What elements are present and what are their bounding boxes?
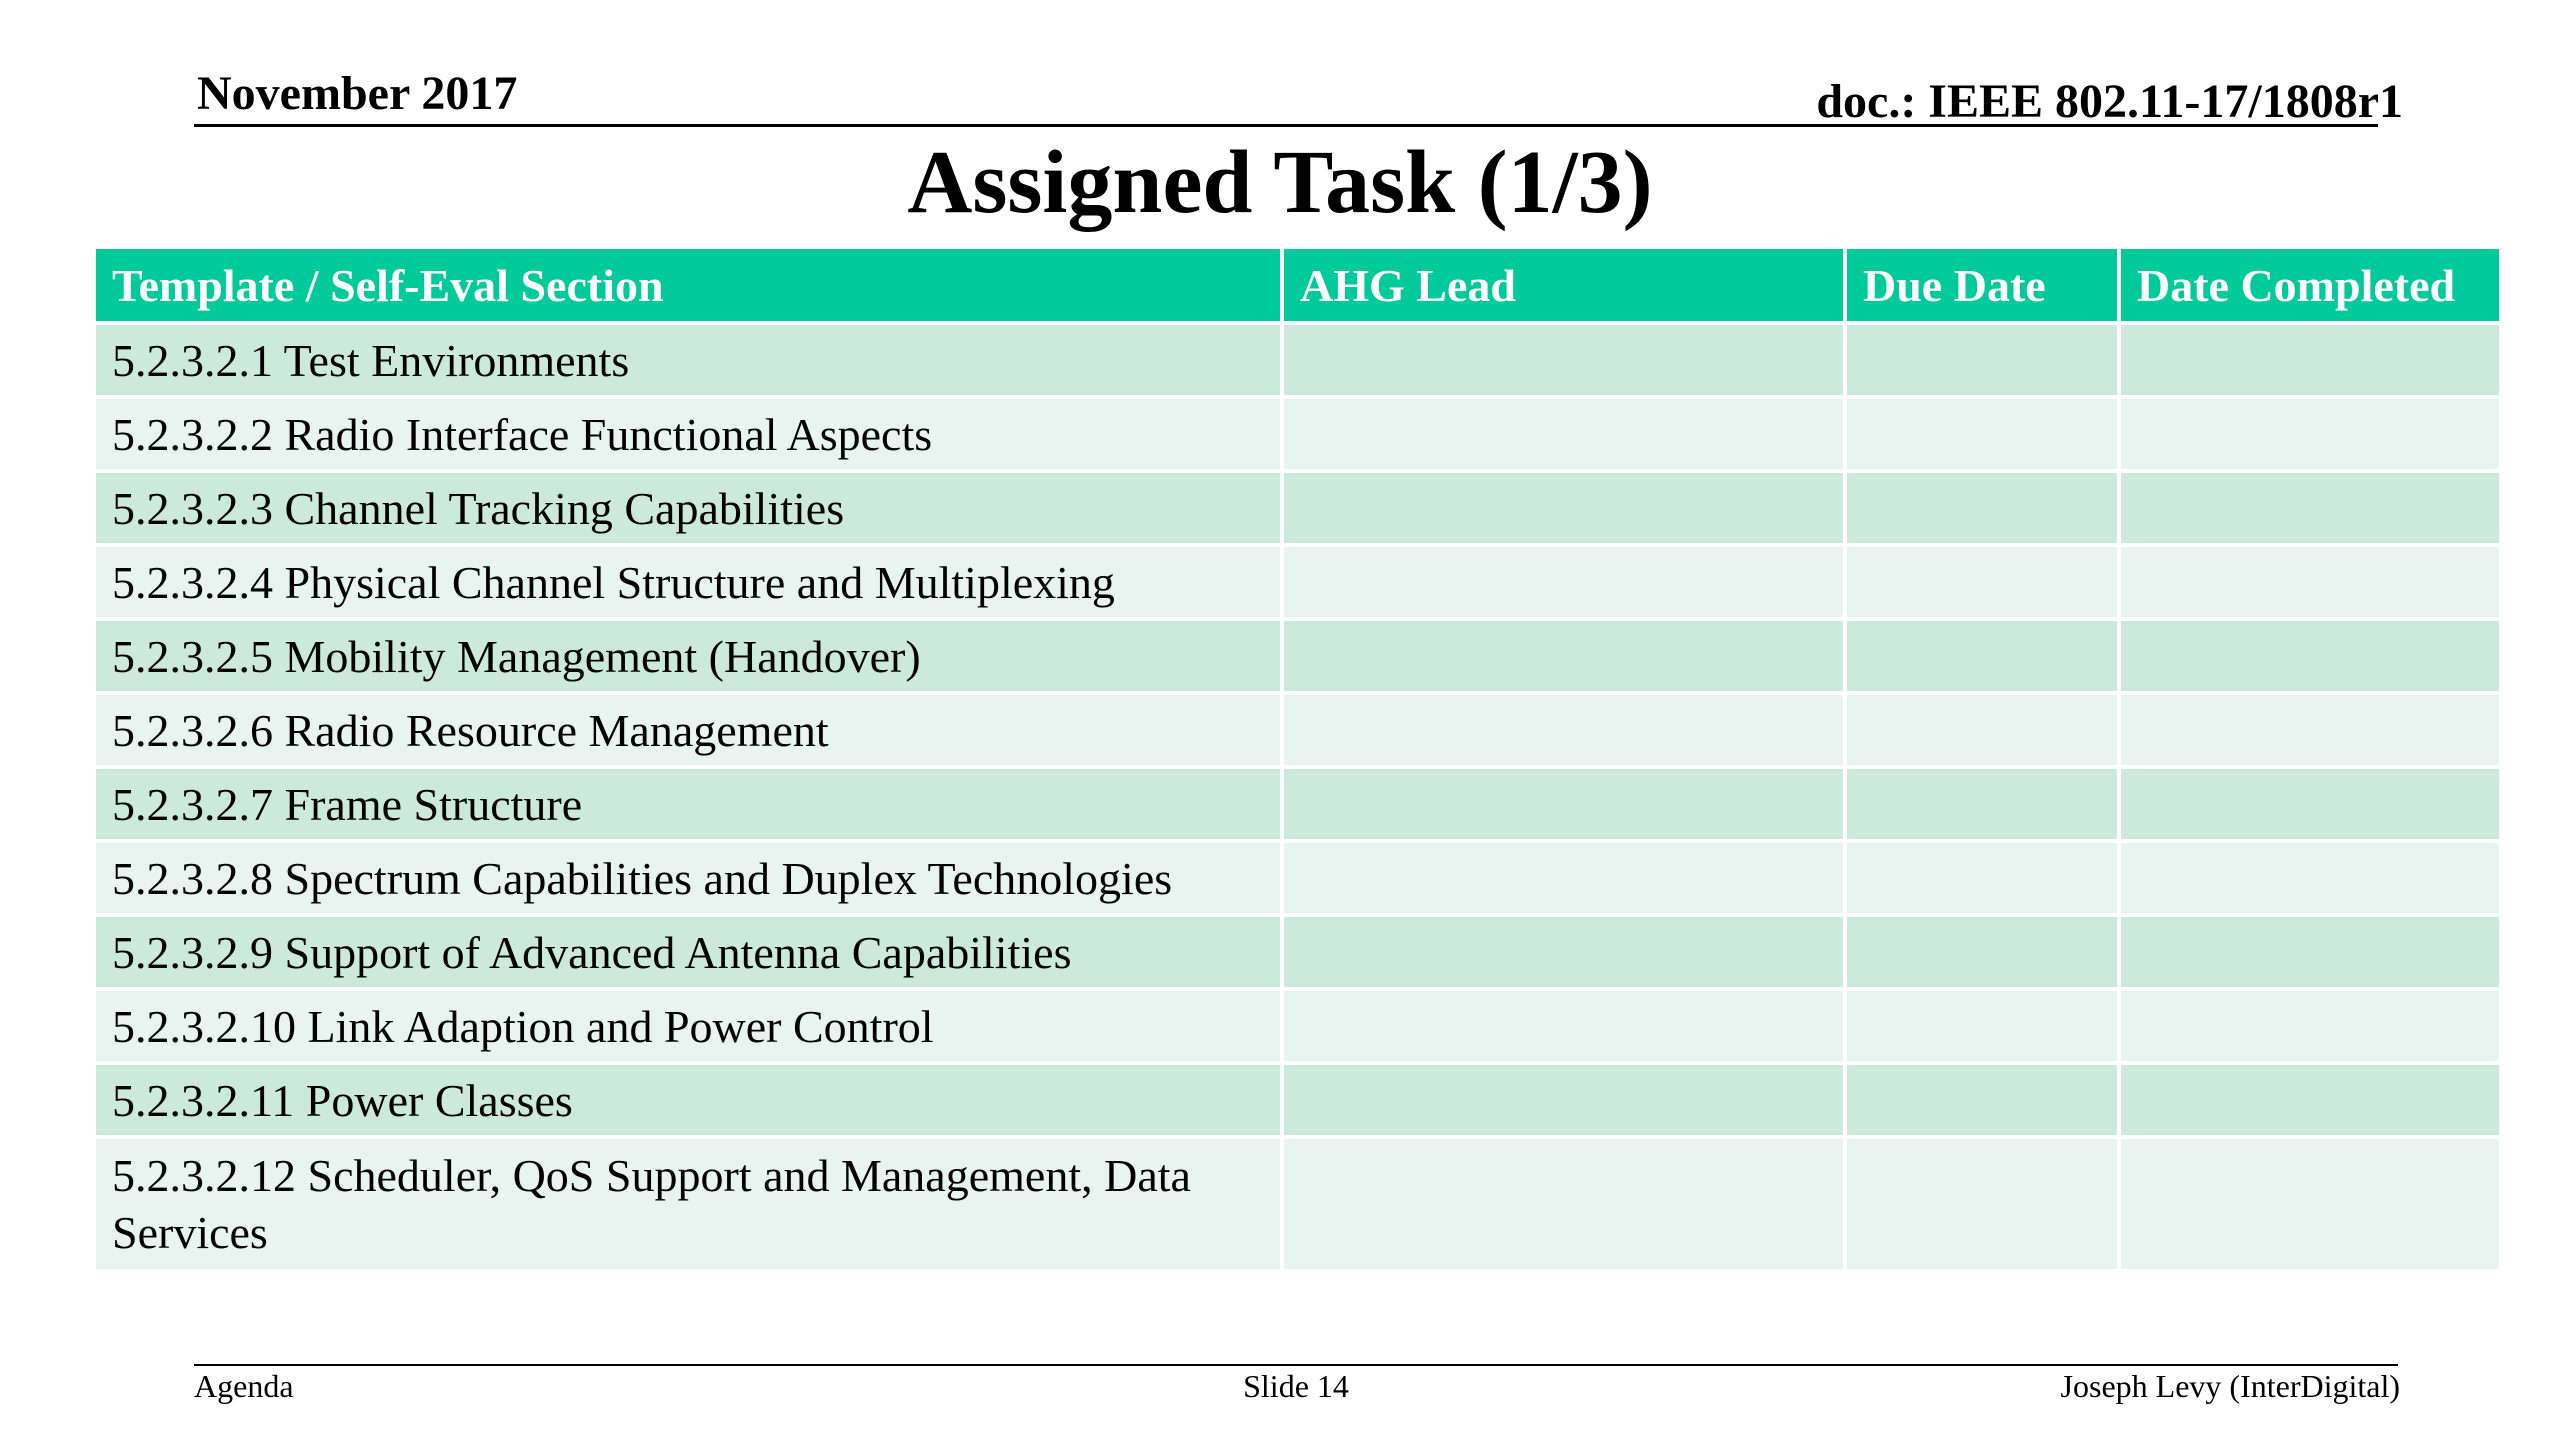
- table-row: 5.2.3.2.6 Radio Resource Management: [92, 691, 2503, 769]
- date-completed-cell: [2117, 321, 2503, 399]
- date-completed-cell: [2117, 617, 2503, 695]
- due-date-cell: [1843, 691, 2121, 769]
- table-row: 5.2.3.2.2 Radio Interface Functional Asp…: [92, 395, 2503, 473]
- section-cell: 5.2.3.2.4 Physical Channel Structure and…: [92, 543, 1284, 621]
- due-date-cell: [1843, 987, 2121, 1065]
- table-header-row: Template / Self-Eval Section AHG Lead Du…: [92, 245, 2503, 325]
- date-completed-cell: [2117, 395, 2503, 473]
- column-header-section: Template / Self-Eval Section: [92, 245, 1284, 325]
- footer-section-name: Agenda: [194, 1368, 294, 1404]
- due-date-cell: [1843, 839, 2121, 917]
- ahg-lead-cell: [1280, 469, 1847, 547]
- column-header-date-completed: Date Completed: [2117, 245, 2503, 325]
- section-cell: 5.2.3.2.11 Power Classes: [92, 1061, 1284, 1139]
- ahg-lead-cell: [1280, 691, 1847, 769]
- ahg-lead-cell: [1280, 543, 1847, 621]
- ahg-lead-cell: [1280, 395, 1847, 473]
- footer-divider: [194, 1364, 2398, 1366]
- table-row: 5.2.3.2.1 Test Environments: [92, 321, 2503, 399]
- date-completed-cell: [2117, 691, 2503, 769]
- date-completed-cell: [2117, 913, 2503, 991]
- column-header-due-date: Due Date: [1843, 245, 2121, 325]
- date-completed-cell: [2117, 1061, 2503, 1139]
- footer-slide-number: Slide 14: [1243, 1368, 1349, 1404]
- date-completed-cell: [2117, 543, 2503, 621]
- date-completed-cell: [2117, 987, 2503, 1065]
- date-completed-cell: [2117, 1135, 2503, 1273]
- section-cell: 5.2.3.2.9 Support of Advanced Antenna Ca…: [92, 913, 1284, 991]
- date-completed-cell: [2117, 765, 2503, 843]
- table-row: 5.2.3.2.9 Support of Advanced Antenna Ca…: [92, 913, 2503, 991]
- due-date-cell: [1843, 765, 2121, 843]
- ahg-lead-cell: [1280, 321, 1847, 399]
- due-date-cell: [1843, 321, 2121, 399]
- section-cell: 5.2.3.2.8 Spectrum Capabilities and Dupl…: [92, 839, 1284, 917]
- footer-author: Joseph Levy (InterDigital): [2060, 1368, 2400, 1404]
- due-date-cell: [1843, 469, 2121, 547]
- table-row: 5.2.3.2.8 Spectrum Capabilities and Dupl…: [92, 839, 2503, 917]
- section-cell: 5.2.3.2.12 Scheduler, QoS Support and Ma…: [92, 1135, 1284, 1273]
- due-date-cell: [1843, 617, 2121, 695]
- due-date-cell: [1843, 913, 2121, 991]
- ahg-lead-cell: [1280, 1061, 1847, 1139]
- ahg-lead-cell: [1280, 617, 1847, 695]
- ahg-lead-cell: [1280, 987, 1847, 1065]
- section-cell: 5.2.3.2.3 Channel Tracking Capabilities: [92, 469, 1284, 547]
- task-table: Template / Self-Eval Section AHG Lead Du…: [92, 245, 2503, 1273]
- ahg-lead-cell: [1280, 913, 1847, 991]
- due-date-cell: [1843, 1061, 2121, 1139]
- ahg-lead-cell: [1280, 1135, 1847, 1273]
- date-completed-cell: [2117, 839, 2503, 917]
- table-row: 5.2.3.2.4 Physical Channel Structure and…: [92, 543, 2503, 621]
- due-date-cell: [1843, 395, 2121, 473]
- section-cell: 5.2.3.2.2 Radio Interface Functional Asp…: [92, 395, 1284, 473]
- due-date-cell: [1843, 1135, 2121, 1273]
- slide-title: Assigned Task (1/3): [907, 133, 1653, 232]
- table-row: 5.2.3.2.10 Link Adaption and Power Contr…: [92, 987, 2503, 1065]
- section-cell: 5.2.3.2.10 Link Adaption and Power Contr…: [92, 987, 1284, 1065]
- table-row: 5.2.3.2.12 Scheduler, QoS Support and Ma…: [92, 1135, 2503, 1273]
- header-date: November 2017: [197, 67, 518, 120]
- due-date-cell: [1843, 543, 2121, 621]
- header-divider: [194, 124, 2378, 127]
- table-row: 5.2.3.2.7 Frame Structure: [92, 765, 2503, 843]
- table-row: 5.2.3.2.5 Mobility Management (Handover): [92, 617, 2503, 695]
- table-row: 5.2.3.2.11 Power Classes: [92, 1061, 2503, 1139]
- section-cell: 5.2.3.2.7 Frame Structure: [92, 765, 1284, 843]
- column-header-ahg-lead: AHG Lead: [1280, 245, 1847, 325]
- ahg-lead-cell: [1280, 765, 1847, 843]
- ahg-lead-cell: [1280, 839, 1847, 917]
- section-cell: 5.2.3.2.1 Test Environments: [92, 321, 1284, 399]
- date-completed-cell: [2117, 469, 2503, 547]
- table-row: 5.2.3.2.3 Channel Tracking Capabilities: [92, 469, 2503, 547]
- section-cell: 5.2.3.2.5 Mobility Management (Handover): [92, 617, 1284, 695]
- section-cell: 5.2.3.2.6 Radio Resource Management: [92, 691, 1284, 769]
- header-doc-id: doc.: IEEE 802.11-17/1808r1: [1816, 75, 2403, 128]
